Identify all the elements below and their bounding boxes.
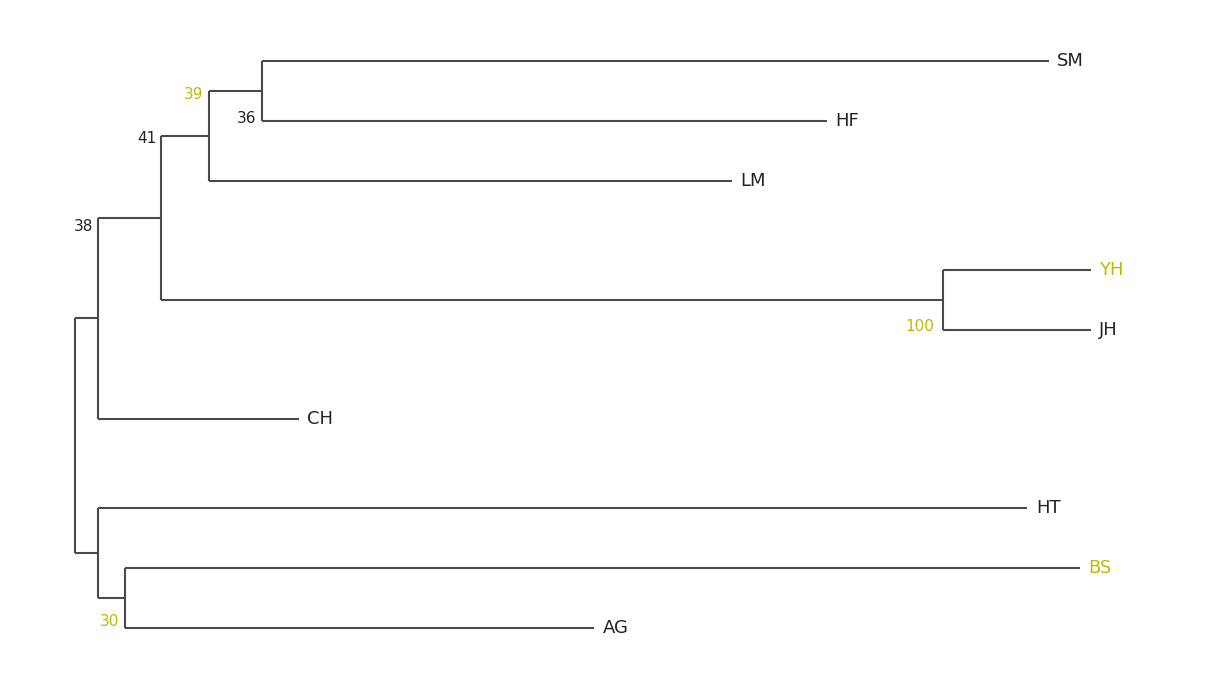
Text: AG: AG <box>603 619 629 637</box>
Text: YH: YH <box>1099 261 1124 279</box>
Text: 41: 41 <box>137 132 156 147</box>
Text: 30: 30 <box>100 614 120 629</box>
Text: JH: JH <box>1099 320 1118 338</box>
Text: HF: HF <box>835 112 859 130</box>
Text: 39: 39 <box>184 87 203 102</box>
Text: LM: LM <box>741 172 766 189</box>
Text: SM: SM <box>1058 52 1084 70</box>
Text: BS: BS <box>1089 559 1112 577</box>
Text: HT: HT <box>1036 500 1060 517</box>
Text: 100: 100 <box>905 319 934 334</box>
Text: 38: 38 <box>74 219 93 234</box>
Text: CH: CH <box>307 410 333 428</box>
Text: 36: 36 <box>237 110 257 125</box>
